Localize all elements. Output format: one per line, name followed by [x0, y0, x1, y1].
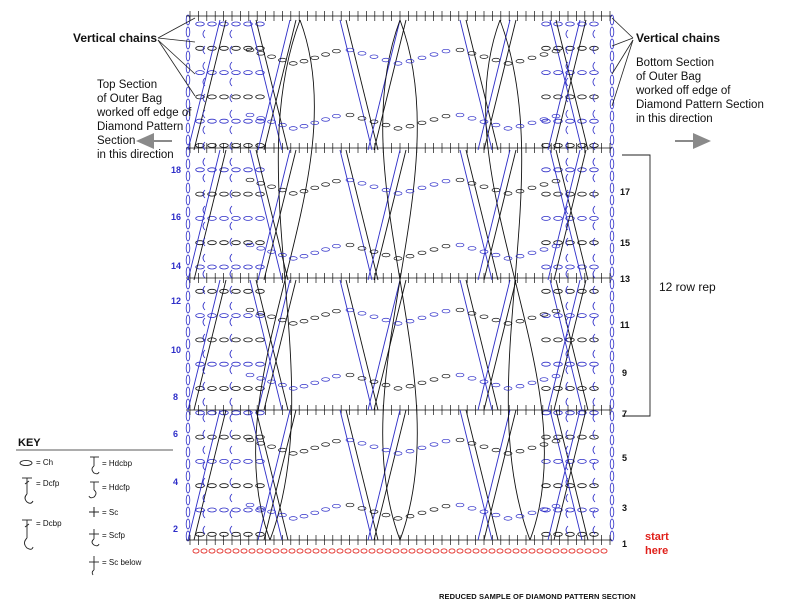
bottom-section-line-4: Diamond Pattern Section: [636, 99, 764, 111]
chain-oval-icon: [19, 459, 33, 467]
row-number-right: 7: [622, 409, 628, 419]
top-section-line-1: Top Section: [97, 79, 158, 91]
sc-cross-icon: [89, 507, 99, 517]
row-number-left: 10: [171, 345, 182, 355]
row-number-right: 17: [620, 187, 631, 197]
key-hdcbp-label: = Hdcbp: [102, 459, 133, 468]
bottom-section-line-3: worked off edge of: [636, 85, 731, 97]
top-section-line-3: worked off edge of: [97, 107, 192, 119]
row-number-right: 3: [622, 503, 628, 513]
key-dcbp-label: = Dcbp: [36, 519, 62, 528]
key-hdcfp-label: = Hdcfp: [102, 483, 130, 492]
key-sc-below-label: = Sc below: [102, 558, 142, 567]
row-number-left: 16: [171, 212, 182, 222]
row-number-right: 5: [622, 453, 628, 463]
start-label-2: here: [645, 545, 669, 557]
key-dcfp-label: = Dcfp: [36, 479, 60, 488]
key-symbols: [19, 456, 100, 576]
row-number-right: 13: [620, 274, 631, 284]
row-number-left: 8: [173, 392, 179, 402]
row-number-right: 1: [622, 539, 628, 549]
hdcfp-icon: [88, 481, 99, 499]
bottom-section-line-2: of Outer Bag: [636, 71, 702, 83]
top-section-line-4: Diamond Pattern: [97, 121, 184, 133]
annotation-lines: [16, 17, 711, 451]
row-number-left: 2: [173, 524, 179, 534]
top-section-line-5: Section: [97, 135, 136, 147]
row-repeat-label: 12 row rep: [659, 280, 716, 294]
row-number-right: 9: [622, 368, 628, 378]
key-scfp-label: = Scfp: [102, 531, 125, 540]
chart-caption: REDUCED SAMPLE OF DIAMOND PATTERN SECTIO…: [439, 592, 636, 601]
row-number-left: 14: [171, 261, 182, 271]
scfp-icon: [89, 529, 100, 547]
row-number-left: 18: [171, 165, 182, 175]
key-title: KEY: [18, 437, 41, 449]
row-number-right: 15: [620, 238, 631, 248]
top-section-line-6: in this direction: [97, 149, 174, 161]
top-section-line-2: of Outer Bag: [97, 93, 163, 105]
row-number-right: 11: [620, 320, 630, 330]
key-sc-label: = Sc: [102, 508, 119, 517]
diamond-pattern-grid: [185, 11, 615, 554]
row-number-left: 12: [171, 296, 182, 306]
row-number-left: 4: [173, 477, 179, 487]
row-number-left: 6: [173, 429, 179, 439]
bottom-section-line-1: Bottom Section: [636, 57, 714, 69]
vertical-chains-label-left: Vertical chains: [73, 31, 158, 45]
start-label-1: start: [645, 531, 669, 543]
sc-below-icon: [89, 556, 99, 576]
bottom-section-line-5: in this direction: [636, 113, 713, 125]
hdcbp-icon: [90, 456, 100, 475]
dcfp-icon: [22, 477, 34, 504]
key-ch-label: = Ch: [36, 458, 54, 467]
dcbp-icon: [22, 519, 34, 550]
vertical-chains-label-right: Vertical chains: [636, 31, 721, 45]
